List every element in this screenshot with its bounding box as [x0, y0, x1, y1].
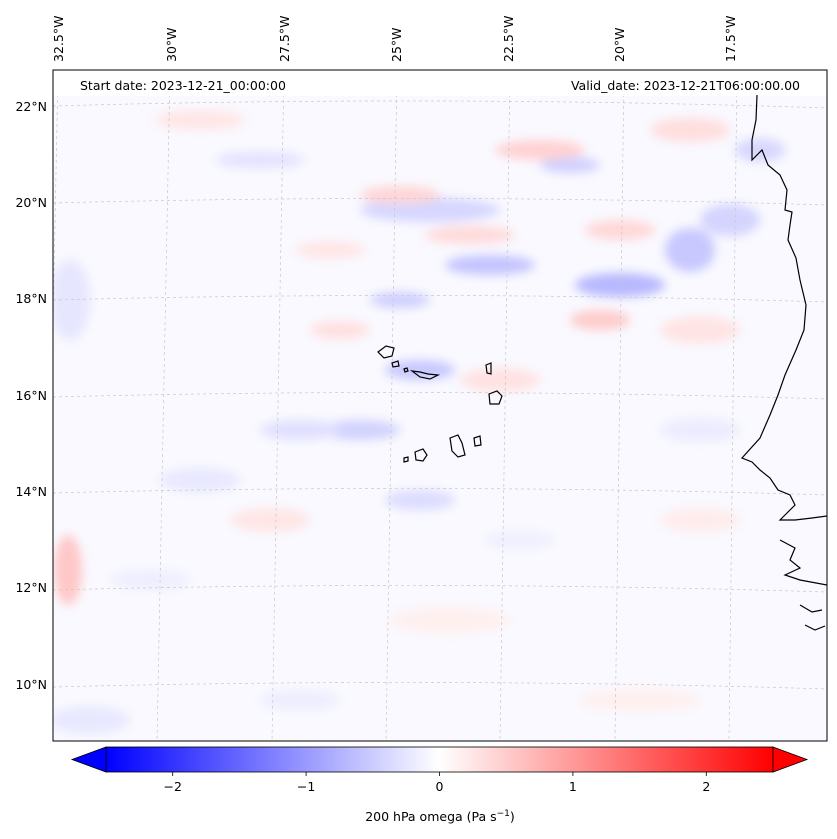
island-santo-antao: [377, 345, 395, 359]
lon-label: 30°W: [164, 27, 179, 62]
lat-label: 10°N: [15, 677, 47, 692]
island-boa-vista: [488, 390, 503, 405]
colorbar-tick-label: 0: [436, 779, 444, 794]
lat-label: 16°N: [15, 388, 47, 403]
start-date-label: Start date: 2023-12-21_00:00:00: [80, 78, 286, 93]
lon-labels: 32.5°W 30°W 27.5°W 25°W 22.5°W 20°W 17.5…: [51, 16, 738, 62]
island-fogo: [414, 448, 428, 462]
lat-label: 18°N: [15, 291, 47, 306]
map-panel: [53, 70, 827, 741]
lat-label: 14°N: [15, 484, 47, 499]
lat-label: 20°N: [15, 195, 47, 210]
island-maio: [473, 435, 482, 447]
header-band: [53, 70, 827, 96]
colorbar-tick-labels: −2 −1 0 1 2: [163, 779, 710, 794]
colorbar-label: 200 hPa omega (Pa s−1): [365, 809, 515, 824]
island-sao-vicente: [391, 360, 400, 368]
cape-verde-islands: [377, 345, 503, 463]
colorbar-label-exponent: −1: [497, 809, 510, 819]
lon-label: 17.5°W: [723, 16, 738, 62]
coastline: [740, 94, 827, 631]
lon-label: 20°W: [612, 27, 627, 62]
lon-label: 25°W: [389, 27, 404, 62]
omega-field: [53, 110, 785, 734]
island-sao-nicolau: [409, 370, 441, 380]
island-santiago: [449, 434, 466, 458]
colorbar-extend-min: [70, 746, 107, 773]
map-gridlines: [53, 70, 827, 741]
island-brava: [403, 456, 409, 463]
island-santa-luzia: [403, 367, 409, 373]
colorbar: −2 −1 0 1 2 200 hPa omega (Pa s−1): [70, 746, 809, 824]
colorbar-tick-label: 1: [569, 779, 577, 794]
colorbar-body: [105, 746, 774, 773]
map-background: [53, 70, 827, 741]
island-sal: [485, 362, 492, 375]
colorbar-tick-label: −1: [297, 779, 315, 794]
colorbar-tick-label: −2: [163, 779, 181, 794]
valid-date-label: Valid_date: 2023-12-21T06:00:00.00: [571, 78, 800, 93]
lat-label: 12°N: [15, 580, 47, 595]
lat-label: 22°N: [15, 99, 47, 114]
colorbar-ticks: [172, 772, 707, 776]
colorbar-label-suffix: ): [510, 809, 515, 824]
lon-label: 27.5°W: [277, 16, 292, 62]
lon-label: 32.5°W: [51, 16, 66, 62]
colorbar-label-prefix: 200 hPa omega (Pa s: [365, 809, 496, 824]
map-border: [52, 69, 828, 742]
colorbar-tick-label: 2: [702, 779, 710, 794]
lat-labels: 22°N 20°N 18°N 16°N 14°N 12°N 10°N: [15, 99, 47, 692]
colorbar-extend-max: [772, 746, 809, 773]
lon-label: 22.5°W: [501, 16, 516, 62]
